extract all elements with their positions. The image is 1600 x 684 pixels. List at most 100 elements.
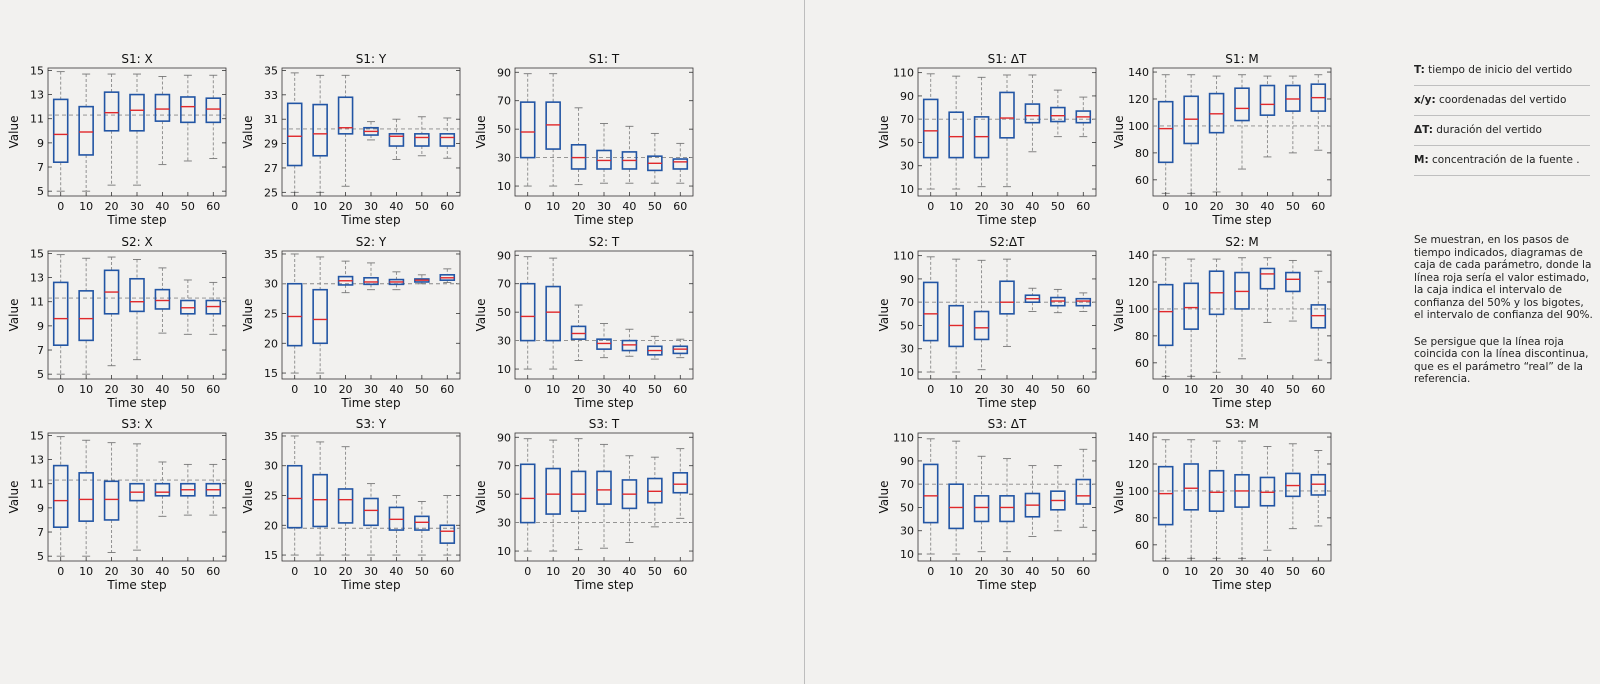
box-50 bbox=[1050, 89, 1066, 138]
box-0 bbox=[286, 435, 303, 556]
iqr-box bbox=[545, 285, 561, 342]
y-tick-label: 13 bbox=[30, 272, 44, 285]
box-50 bbox=[1285, 75, 1301, 154]
y-tick-label: 9 bbox=[37, 137, 44, 150]
y-tick-label: 140 bbox=[1128, 66, 1149, 79]
iqr-box bbox=[363, 497, 379, 527]
box-30 bbox=[1234, 257, 1250, 360]
x-tick-label: 60 bbox=[1076, 200, 1090, 213]
box-20 bbox=[337, 260, 354, 294]
box-0 bbox=[1157, 257, 1174, 377]
iqr-box bbox=[519, 463, 536, 524]
y-tick-label: 25 bbox=[264, 186, 278, 199]
iqr-box bbox=[1157, 465, 1174, 526]
x-tick-label: 50 bbox=[1051, 565, 1065, 578]
boxplot-s3-y: S3: Y Value Time step 15 20 25 30 35 0 10 20 30 40 50… bbox=[241, 417, 461, 592]
box-20 bbox=[103, 442, 120, 553]
x-tick-label: 0 bbox=[927, 200, 934, 213]
y-tick-label: 60 bbox=[1135, 174, 1149, 187]
x-tick-label: 30 bbox=[130, 200, 144, 213]
iqr-box bbox=[1285, 271, 1301, 293]
y-tick-label: 90 bbox=[900, 90, 914, 103]
iqr-box bbox=[103, 91, 120, 132]
box-40 bbox=[154, 76, 171, 166]
x-tick-label: 10 bbox=[79, 565, 93, 578]
box-50 bbox=[1050, 288, 1066, 314]
y-tick-label: 35 bbox=[264, 64, 278, 77]
box-0 bbox=[922, 73, 939, 190]
x-tick-label: 30 bbox=[364, 565, 378, 578]
iqr-box bbox=[312, 103, 328, 157]
y-axis-label: Value bbox=[1112, 116, 1126, 149]
boxplot-s3-x: S3: X Value Time step 5 7 9 11 13 15 0 10 20 30 40 50 6… bbox=[7, 417, 227, 592]
x-axis-label: Time step bbox=[106, 213, 166, 227]
y-tick-label: 10 bbox=[900, 548, 914, 561]
iqr-box bbox=[672, 345, 689, 355]
iqr-box bbox=[154, 482, 171, 497]
x-tick-label: 60 bbox=[1311, 383, 1325, 396]
legend-key: T: bbox=[1414, 64, 1425, 76]
iqr-box bbox=[621, 339, 638, 352]
x-tick-label: 20 bbox=[572, 383, 586, 396]
box-40 bbox=[621, 455, 638, 543]
boxplot-s1-m: S1: M Value Time step 60 80 100 120 140 0 10 20 30 4… bbox=[1112, 52, 1332, 227]
iqr-box bbox=[672, 472, 689, 494]
box-20 bbox=[103, 256, 120, 367]
iqr-box bbox=[1157, 283, 1174, 347]
y-tick-label: 30 bbox=[264, 460, 278, 473]
iqr-box bbox=[52, 464, 69, 528]
box-40 bbox=[621, 328, 638, 357]
iqr-box bbox=[1183, 282, 1199, 330]
x-tick-label: 0 bbox=[291, 565, 298, 578]
y-axis-label: Value bbox=[241, 116, 255, 149]
iqr-box bbox=[439, 524, 456, 544]
y-tick-label: 70 bbox=[497, 95, 511, 108]
y-tick-label: 90 bbox=[497, 249, 511, 262]
y-tick-label: 90 bbox=[497, 66, 511, 79]
box-50 bbox=[180, 463, 196, 516]
x-tick-label: 60 bbox=[206, 565, 220, 578]
box-10 bbox=[312, 256, 328, 374]
box-20 bbox=[973, 259, 990, 371]
box-50 bbox=[414, 274, 430, 285]
iqr-box bbox=[519, 282, 536, 342]
x-tick-label: 20 bbox=[1210, 383, 1224, 396]
box-0 bbox=[922, 256, 939, 373]
x-tick-label: 0 bbox=[524, 565, 531, 578]
boxplot-s1-dt: S1: ΔT Value Time step 10 30 50 70 90 110 0 10 20 30… bbox=[877, 52, 1097, 227]
iqr-box bbox=[973, 310, 990, 341]
iqr-box bbox=[52, 98, 69, 163]
box-30 bbox=[129, 443, 145, 551]
box-50 bbox=[1285, 259, 1301, 322]
y-axis-label: Value bbox=[474, 481, 488, 514]
y-tick-label: 33 bbox=[264, 89, 278, 102]
iqr-box bbox=[999, 495, 1015, 523]
x-tick-label: 50 bbox=[415, 565, 429, 578]
box-60 bbox=[205, 74, 222, 160]
box-10 bbox=[312, 441, 328, 556]
box-10 bbox=[948, 440, 964, 555]
box-60 bbox=[672, 338, 689, 359]
y-tick-label: 5 bbox=[37, 368, 44, 381]
x-tick-label: 10 bbox=[949, 565, 963, 578]
y-tick-label: 80 bbox=[1135, 147, 1149, 160]
y-axis-label: Value bbox=[241, 299, 255, 332]
x-tick-label: 0 bbox=[1162, 565, 1169, 578]
box-0 bbox=[52, 71, 69, 192]
legend-key: ΔT: bbox=[1414, 124, 1433, 136]
box-60 bbox=[1310, 270, 1327, 361]
x-tick-label: 60 bbox=[206, 200, 220, 213]
x-tick-label: 10 bbox=[79, 383, 93, 396]
x-tick-label: 60 bbox=[673, 383, 687, 396]
y-tick-label: 30 bbox=[497, 152, 511, 165]
iqr-box bbox=[1234, 87, 1250, 122]
x-tick-label: 30 bbox=[597, 200, 611, 213]
y-tick-label: 20 bbox=[264, 337, 278, 350]
box-40 bbox=[1024, 465, 1041, 538]
chart-title: S1: M bbox=[1225, 52, 1258, 66]
x-tick-label: 20 bbox=[1210, 200, 1224, 213]
iqr-box bbox=[570, 325, 587, 340]
x-tick-label: 0 bbox=[291, 383, 298, 396]
box-50 bbox=[414, 501, 430, 556]
y-tick-label: 110 bbox=[893, 67, 914, 80]
